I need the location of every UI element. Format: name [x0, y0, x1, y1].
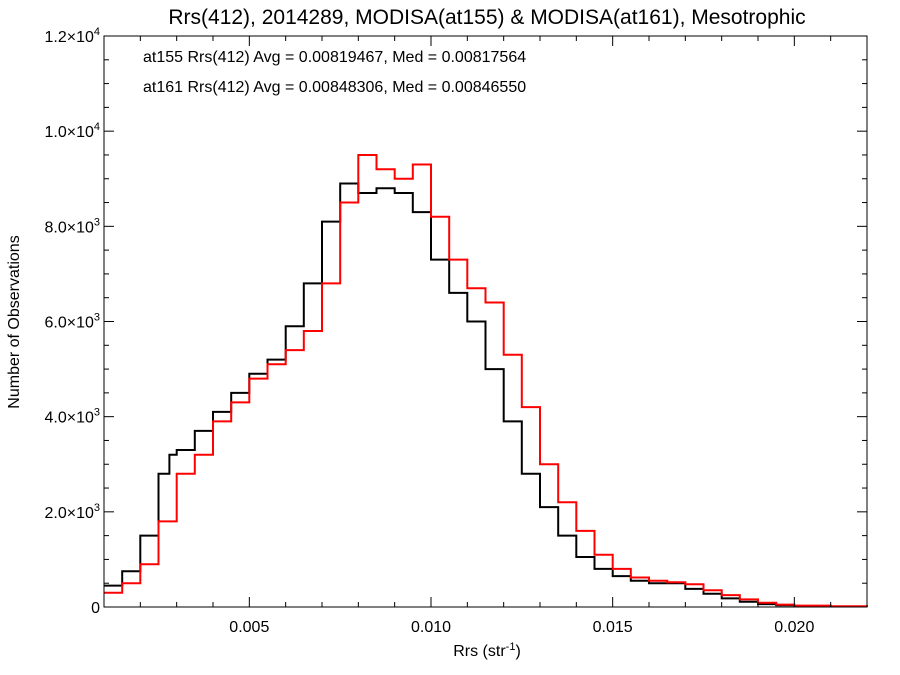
series-at161-line [104, 154, 868, 608]
y-tick-label: 8.0×103 [44, 216, 100, 236]
y-tick-label: 6.0×103 [44, 312, 100, 332]
y-tick-label: 4.0×103 [44, 407, 100, 427]
x-axis-label-main: Rrs (str [453, 643, 506, 660]
x-axis-label-sup: -1 [506, 641, 516, 653]
y-tick-label: 1.0×104 [44, 121, 100, 141]
x-tick-label: 0.005 [229, 619, 269, 636]
x-tick-label: 0.020 [774, 619, 814, 636]
x-axis-label: Rrs (str-1) [453, 641, 521, 660]
y-tick-labels: 0 2.0×103 4.0×103 6.0×103 8.0×103 1.0×104 1.2×… [44, 26, 100, 617]
plot-frame [103, 35, 868, 608]
y-tick-label: 0 [91, 600, 100, 617]
annotation-at155: at155 Rrs(412) Avg = 0.00819467, Med = 0… [143, 49, 526, 66]
y-tick-label: 2.0×103 [44, 502, 100, 522]
x-tick-label: 0.015 [593, 619, 633, 636]
x-tick-labels: 0.005 0.010 0.015 0.020 [229, 619, 814, 636]
series-layer [104, 154, 868, 608]
annotation-at161: at161 Rrs(412) Avg = 0.00848306, Med = 0… [143, 79, 526, 96]
x-axis-label-close: ) [515, 643, 520, 660]
chart-title: Rrs(412), 2014289, MODISA(at155) & MODIS… [168, 6, 805, 29]
y-axis-label: Number of Observations [6, 235, 23, 408]
y-tick-label: 1.2×104 [44, 26, 100, 46]
x-tick-label: 0.010 [411, 619, 451, 636]
